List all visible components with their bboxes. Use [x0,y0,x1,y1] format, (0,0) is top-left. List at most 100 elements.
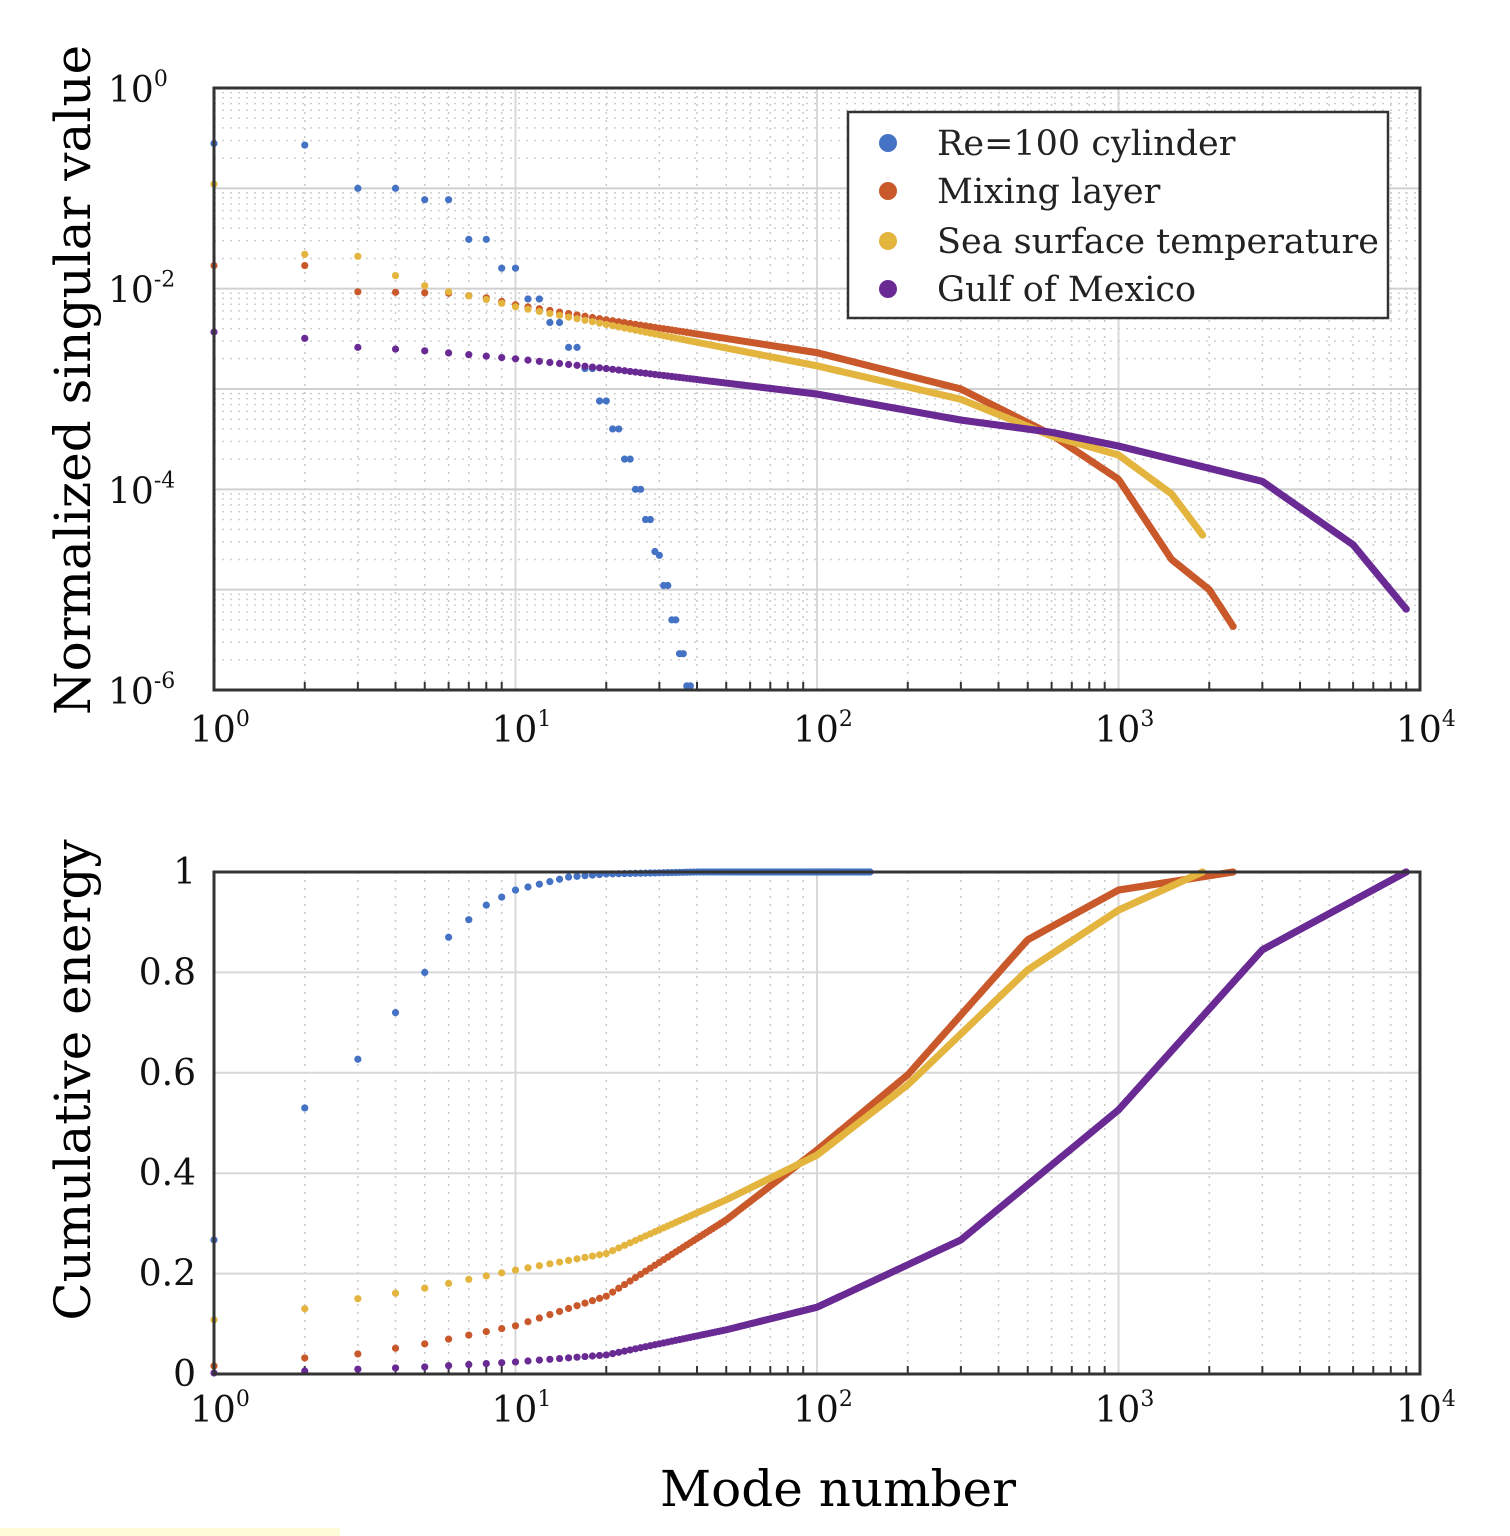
data-point [546,1355,554,1363]
data-point [564,873,573,881]
legend-marker [879,134,897,152]
series-3 [210,868,1410,1377]
data-point [555,1307,564,1316]
data-point [498,1269,506,1277]
data-point [602,320,610,329]
top-plot-frame [212,86,1422,692]
y-tick-label: 100 [108,67,168,111]
data-point [672,616,680,624]
data-point [626,325,634,333]
data-point [620,1347,629,1355]
data-point [573,1255,581,1263]
data-point [535,307,543,316]
data-point [564,1304,573,1313]
data-point [615,1244,623,1252]
x-tick-label: 101 [492,1387,552,1431]
data-point [664,581,672,590]
data-point [626,1277,634,1285]
series-2 [210,868,1207,1324]
data-point [631,1274,640,1282]
data-point [602,364,610,373]
data-point [609,1349,617,1358]
x-tick-label: 104 [1396,1387,1456,1431]
data-point [524,1264,532,1272]
data-point [555,1354,564,1363]
legend-marker [879,280,897,298]
data-point [620,324,629,332]
data-point [511,264,520,272]
y-tick-label: 10-2 [108,268,175,312]
data-point [391,288,400,296]
y-tick-label: 1 [173,852,196,893]
data-point [602,1249,610,1258]
bottom-plot-frame [212,870,1422,1376]
series-0 [210,139,694,690]
data-point [573,315,581,323]
data-point [595,319,604,327]
data-point [1229,622,1237,631]
data-point [620,1280,629,1289]
data-point [445,1335,453,1343]
data-point [511,303,520,311]
data-point [581,316,589,324]
y-tick-label: 0.4 [139,1153,196,1194]
x-tick-label: 103 [1095,707,1155,751]
data-point [498,353,506,362]
bottom-y-axis-title: Cumulative energy [44,839,102,1321]
data-point [595,1294,604,1302]
data-point [511,1322,520,1330]
data-point [535,1314,543,1322]
data-point [535,1356,543,1364]
data-point [301,141,309,149]
data-point [465,1331,473,1339]
data-point [391,271,400,280]
data-point [595,364,604,372]
data-point [465,235,473,243]
data-point [445,1279,453,1288]
data-point [609,1247,617,1255]
data-point [609,365,617,373]
data-point [686,682,694,690]
data-point [354,1365,362,1373]
data-point [555,311,564,319]
data-point [646,515,654,524]
data-point [511,1358,520,1366]
data-point [1402,605,1410,613]
data-point [555,1258,564,1266]
data-point [588,1252,597,1260]
data-point [421,968,429,977]
data-point [564,1256,573,1264]
data-point [524,1318,532,1326]
x-tick-label: 100 [190,707,250,751]
data-point [498,1359,506,1367]
top-y-axis-title: Normalized singular value [44,45,102,715]
data-point [354,343,362,351]
data-point [482,235,490,243]
data-point [524,883,532,891]
bottom-grid [213,872,1420,1374]
legend-label: Gulf of Mexico [937,270,1196,310]
data-point [391,1364,400,1372]
bottom-series-marks [210,868,1410,1377]
data-point [546,318,554,327]
data-point [615,366,623,374]
data-point [301,1104,309,1112]
data-point [535,357,543,365]
data-point [631,485,640,493]
x-tick-label: 101 [492,707,552,751]
data-point [465,1275,473,1283]
data-point [498,1324,506,1333]
data-point [482,295,490,304]
data-point [588,318,597,326]
x-tick-label: 102 [793,1387,853,1431]
data-point [546,309,554,318]
legend: Re=100 cylinder Mixing layer Sea surface t… [846,110,1390,320]
data-point [573,361,581,369]
data-point [615,1348,623,1356]
y-tick-label: 0.8 [139,952,196,993]
data-point [511,886,520,894]
data-point [609,425,617,433]
data-point [588,1297,597,1305]
data-point [421,347,429,355]
